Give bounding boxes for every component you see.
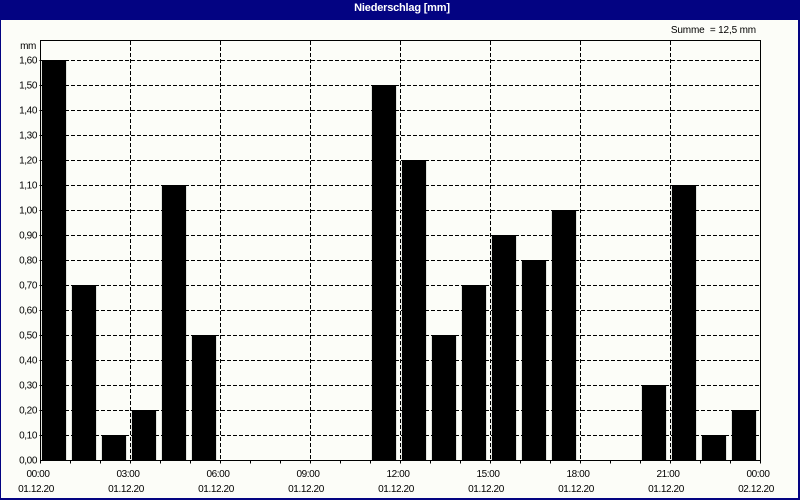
svg-text:1,60: 1,60 [19, 56, 38, 67]
svg-text:0,30: 0,30 [19, 381, 38, 392]
svg-text:09:00: 09:00 [296, 469, 320, 480]
svg-text:21:00: 21:00 [656, 469, 680, 480]
svg-text:01.12.20: 01.12.20 [18, 484, 55, 495]
svg-text:0,90: 0,90 [19, 231, 38, 242]
svg-text:0,10: 0,10 [19, 431, 38, 442]
svg-text:01.12.20: 01.12.20 [288, 484, 325, 495]
svg-text:1,40: 1,40 [19, 106, 38, 117]
svg-text:0,00: 0,00 [19, 456, 38, 467]
svg-text:0,50: 0,50 [19, 331, 38, 342]
svg-text:1,00: 1,00 [19, 206, 38, 217]
svg-text:02.12.20: 02.12.20 [738, 484, 775, 495]
svg-text:01.12.20: 01.12.20 [558, 484, 595, 495]
svg-text:0,80: 0,80 [19, 256, 38, 267]
svg-text:18:00: 18:00 [566, 469, 590, 480]
svg-text:mm: mm [20, 41, 36, 52]
svg-text:06:00: 06:00 [206, 469, 230, 480]
svg-text:12:00: 12:00 [386, 469, 410, 480]
svg-text:01.12.20: 01.12.20 [198, 484, 235, 495]
svg-text:1,20: 1,20 [19, 156, 38, 167]
svg-text:01.12.20: 01.12.20 [648, 484, 685, 495]
svg-text:01.12.20: 01.12.20 [378, 484, 415, 495]
svg-text:01.12.20: 01.12.20 [108, 484, 145, 495]
svg-text:0,70: 0,70 [19, 281, 38, 292]
svg-text:03:00: 03:00 [116, 469, 140, 480]
svg-text:0,60: 0,60 [19, 306, 38, 317]
svg-text:00:00: 00:00 [26, 469, 50, 480]
svg-text:0,40: 0,40 [19, 356, 38, 367]
svg-text:1,10: 1,10 [19, 181, 38, 192]
svg-text:1,50: 1,50 [19, 81, 38, 92]
svg-text:00:00: 00:00 [746, 469, 770, 480]
svg-text:0,20: 0,20 [19, 406, 38, 417]
svg-text:01.12.20: 01.12.20 [468, 484, 505, 495]
svg-text:1,30: 1,30 [19, 131, 38, 142]
svg-text:15:00: 15:00 [476, 469, 500, 480]
